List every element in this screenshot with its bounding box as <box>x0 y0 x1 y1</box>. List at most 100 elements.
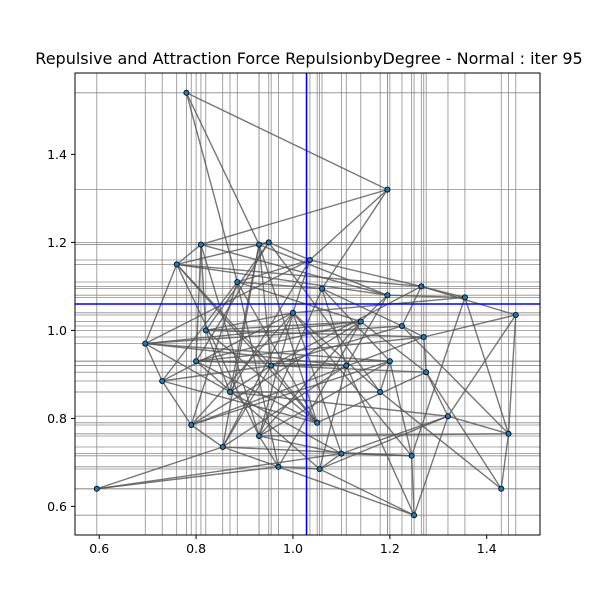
edge-62 <box>222 365 272 448</box>
node-point-22 <box>173 261 180 268</box>
edge-122 <box>161 312 294 382</box>
edge-31 <box>270 285 422 367</box>
edge-18 <box>464 297 510 435</box>
node-point-16 <box>316 465 323 472</box>
edge-15 <box>425 371 502 490</box>
edge-12 <box>278 466 415 516</box>
node-point-38 <box>193 358 200 365</box>
node-point-7 <box>461 294 468 301</box>
edge-100 <box>205 320 361 332</box>
y-tick-label-1: 0.8 <box>47 411 67 426</box>
edge-17 <box>507 314 517 434</box>
edge-97 <box>379 360 391 393</box>
edge-3 <box>200 188 388 246</box>
x-tick-label-3: 1.2 <box>380 541 400 556</box>
plot-area-frame <box>74 72 541 536</box>
edge-110 <box>222 312 294 448</box>
edge-125 <box>236 281 280 467</box>
edge-33 <box>258 243 388 296</box>
edges-group <box>96 92 517 516</box>
node-point-37 <box>386 358 393 365</box>
node-point-5 <box>505 430 512 437</box>
edge-69 <box>162 380 318 424</box>
edge-131 <box>360 294 388 323</box>
edge-61 <box>190 424 224 448</box>
edge-0 <box>186 92 388 191</box>
edge-107 <box>176 263 318 424</box>
edge-112 <box>200 244 260 437</box>
edge-81 <box>258 244 272 366</box>
edge-114 <box>195 242 270 362</box>
edge-89 <box>258 288 323 437</box>
edge-20 <box>447 415 509 435</box>
edge-76 <box>176 264 260 437</box>
node-point-4 <box>498 485 505 492</box>
node-point-10 <box>444 413 451 420</box>
edge-5 <box>321 189 389 289</box>
edge-43 <box>316 371 427 424</box>
node-point-8 <box>418 283 425 290</box>
edge-51 <box>222 446 412 457</box>
edge-52 <box>389 361 413 456</box>
edge-68 <box>161 281 238 382</box>
edge-21 <box>259 433 509 437</box>
edge-75 <box>176 241 269 266</box>
chart-title: Repulsive and Attraction Force Repulsion… <box>35 49 582 68</box>
edge-32 <box>176 263 422 288</box>
node-point-3 <box>411 512 418 519</box>
edge-57 <box>195 360 321 470</box>
edge-8 <box>96 446 223 490</box>
edge-126 <box>318 365 347 470</box>
edge-4 <box>309 189 388 261</box>
node-point-18 <box>219 443 226 450</box>
node-point-1 <box>384 186 391 193</box>
node-point-21 <box>142 340 149 347</box>
edge-19 <box>401 325 510 435</box>
y-tick-label-2: 1.0 <box>47 323 67 338</box>
edge-56 <box>278 466 320 470</box>
edge-29 <box>309 259 422 288</box>
edge-14 <box>500 433 510 489</box>
edge-119 <box>190 321 362 426</box>
edge-23 <box>421 285 516 316</box>
edge-27 <box>387 294 465 299</box>
edge-22 <box>423 314 516 338</box>
edge-96 <box>292 312 381 393</box>
edge-44 <box>401 325 425 338</box>
node-point-33 <box>289 309 296 316</box>
edge-79 <box>195 244 202 362</box>
node-point-17 <box>275 463 282 470</box>
x-tick-label-2: 1.0 <box>283 541 303 556</box>
edge-65 <box>190 312 294 426</box>
edge-9 <box>319 468 415 516</box>
edge-116 <box>237 281 361 323</box>
y-tick-label-4: 1.4 <box>47 147 67 162</box>
edge-78 <box>200 244 207 331</box>
edge-34 <box>176 263 388 296</box>
node-point-31 <box>226 388 233 395</box>
y-tick-label-0: 0.6 <box>47 499 67 514</box>
x-tick-label-0: 0.6 <box>89 541 109 556</box>
node-point-30 <box>268 362 275 369</box>
edge-101 <box>205 329 318 424</box>
node-point-15 <box>338 450 345 457</box>
edge-104 <box>258 360 391 437</box>
edge-129 <box>196 336 424 362</box>
edge-111 <box>144 259 311 345</box>
edge-37 <box>425 371 449 417</box>
node-point-32 <box>377 388 384 395</box>
edge-123 <box>145 342 390 362</box>
node-point-27 <box>234 278 241 285</box>
edge-30 <box>401 286 422 327</box>
node-point-0 <box>183 89 190 96</box>
edge-98 <box>205 312 294 332</box>
edge-38 <box>319 415 449 470</box>
edge-84 <box>237 259 311 283</box>
node-point-25 <box>265 239 272 246</box>
node-point-11 <box>423 369 430 376</box>
edge-2 <box>185 92 238 283</box>
edge-41 <box>423 336 427 373</box>
edge-120 <box>258 244 318 424</box>
edge-82 <box>268 241 311 261</box>
edge-74 <box>176 244 202 265</box>
